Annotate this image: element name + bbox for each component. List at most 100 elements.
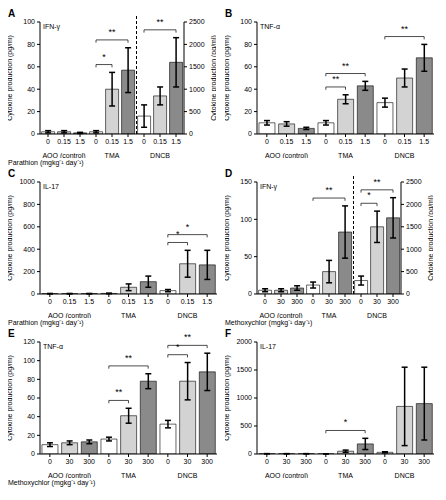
svg-text:1.5: 1.5: [75, 138, 85, 145]
svg-text:0: 0: [265, 138, 269, 145]
svg-text:80: 80: [27, 376, 35, 383]
svg-text:2500: 2500: [406, 178, 422, 185]
svg-text:30: 30: [283, 458, 291, 465]
svg-text:AOO (control): AOO (control): [48, 312, 91, 318]
svg-text:Cytokine production (pg/ml): Cytokine production (pg/ml): [8, 195, 14, 281]
svg-text:0.15: 0.15: [398, 138, 412, 145]
svg-text:30: 30: [325, 298, 333, 305]
svg-text:40: 40: [27, 413, 35, 420]
svg-text:0.15: 0.15: [280, 138, 294, 145]
svg-text:20: 20: [27, 432, 35, 439]
svg-text:**: **: [401, 24, 409, 34]
svg-text:TMA: TMA: [105, 152, 120, 158]
svg-text:0: 0: [94, 138, 98, 145]
svg-text:Cytokine production (pg/ml): Cytokine production (pg/ml): [210, 35, 216, 121]
svg-text:0: 0: [107, 458, 111, 465]
svg-text:1.5: 1.5: [419, 138, 429, 145]
svg-text:0.15: 0.15: [153, 138, 167, 145]
svg-text:30: 30: [66, 458, 74, 465]
svg-text:0: 0: [31, 450, 35, 457]
svg-text:1.5: 1.5: [84, 298, 94, 305]
svg-text:30: 30: [184, 458, 192, 465]
svg-text:60: 60: [244, 63, 252, 70]
svg-text:1000: 1000: [406, 246, 422, 253]
svg-text:80: 80: [244, 41, 252, 48]
svg-text:300: 300: [387, 298, 399, 305]
svg-text:30: 30: [125, 458, 133, 465]
svg-text:TMA: TMA: [322, 312, 337, 318]
svg-text:40: 40: [244, 86, 252, 93]
svg-text:0: 0: [31, 290, 35, 297]
svg-text:200: 200: [23, 268, 35, 275]
svg-text:500: 500: [189, 108, 201, 115]
svg-text:400: 400: [23, 246, 35, 253]
svg-text:TMA: TMA: [121, 472, 136, 478]
svg-text:0: 0: [189, 130, 193, 137]
svg-text:1000: 1000: [236, 394, 252, 401]
svg-text:1500: 1500: [406, 223, 422, 230]
svg-text:120: 120: [23, 338, 35, 345]
svg-text:0: 0: [383, 458, 387, 465]
svg-text:300: 300: [418, 458, 430, 465]
svg-text:1500: 1500: [236, 366, 252, 373]
svg-text:2500: 2500: [189, 18, 205, 25]
svg-text:50: 50: [244, 253, 252, 260]
svg-text:300: 300: [291, 298, 303, 305]
svg-text:DNCB: DNCB: [395, 472, 415, 478]
svg-text:0: 0: [142, 138, 146, 145]
svg-text:**: **: [325, 185, 333, 195]
svg-text:AOO (control): AOO (control): [265, 472, 308, 478]
svg-text:0.15: 0.15: [122, 298, 136, 305]
svg-text:0: 0: [48, 298, 52, 305]
svg-text:800: 800: [23, 201, 35, 208]
svg-text:1.5: 1.5: [360, 138, 370, 145]
svg-text:Cytokine production (pg/ml): Cytokine production (pg/ml): [225, 355, 231, 441]
svg-text:**: **: [184, 332, 192, 342]
svg-text:Cytokine production (pg/ml): Cytokine production (pg/ml): [225, 35, 231, 121]
svg-text:0: 0: [406, 290, 410, 297]
svg-text:0: 0: [46, 138, 50, 145]
svg-text:**: **: [373, 177, 381, 187]
svg-text:30: 30: [401, 458, 409, 465]
svg-text:DNCB: DNCB: [367, 312, 387, 318]
svg-text:300: 300: [83, 458, 95, 465]
svg-text:1.5: 1.5: [143, 298, 153, 305]
svg-text:0.15: 0.15: [57, 138, 71, 145]
svg-text:1000: 1000: [189, 86, 205, 93]
svg-text:500: 500: [240, 422, 252, 429]
svg-text:*: *: [102, 52, 106, 62]
svg-text:600: 600: [23, 223, 35, 230]
svg-text:0: 0: [166, 298, 170, 305]
svg-text:2000: 2000: [406, 201, 422, 208]
svg-text:20: 20: [27, 108, 35, 115]
svg-text:0: 0: [248, 130, 252, 137]
svg-text:0.15: 0.15: [63, 298, 77, 305]
svg-text:0: 0: [48, 458, 52, 465]
svg-text:**: **: [108, 27, 116, 37]
svg-text:300: 300: [300, 458, 312, 465]
svg-text:*: *: [176, 342, 180, 352]
svg-text:AOO (control): AOO (control): [259, 312, 302, 318]
svg-text:100: 100: [240, 18, 252, 25]
svg-text:1000: 1000: [19, 178, 35, 185]
svg-text:1.5: 1.5: [301, 138, 311, 145]
svg-text:Cytokine production (pg/ml): Cytokine production (pg/ml): [225, 195, 231, 281]
svg-text:0: 0: [31, 130, 35, 137]
svg-text:Cytokine production (pg/ml): Cytokine production (pg/ml): [8, 35, 14, 121]
svg-text:300: 300: [142, 458, 154, 465]
svg-text:TMA: TMA: [338, 152, 353, 158]
svg-text:0: 0: [248, 450, 252, 457]
svg-text:2000: 2000: [236, 338, 252, 345]
svg-text:**: **: [342, 61, 350, 71]
svg-text:80: 80: [27, 41, 35, 48]
svg-text:300: 300: [339, 298, 351, 305]
svg-text:*: *: [367, 190, 371, 200]
svg-text:DNCB: DNCB: [395, 152, 415, 158]
svg-text:1.5: 1.5: [123, 138, 133, 145]
svg-text:30: 30: [373, 298, 381, 305]
svg-text:100: 100: [23, 357, 35, 364]
svg-text:DNCB: DNCB: [150, 152, 170, 158]
svg-text:30: 30: [342, 458, 350, 465]
svg-text:300: 300: [359, 458, 371, 465]
svg-text:0.15: 0.15: [181, 298, 195, 305]
